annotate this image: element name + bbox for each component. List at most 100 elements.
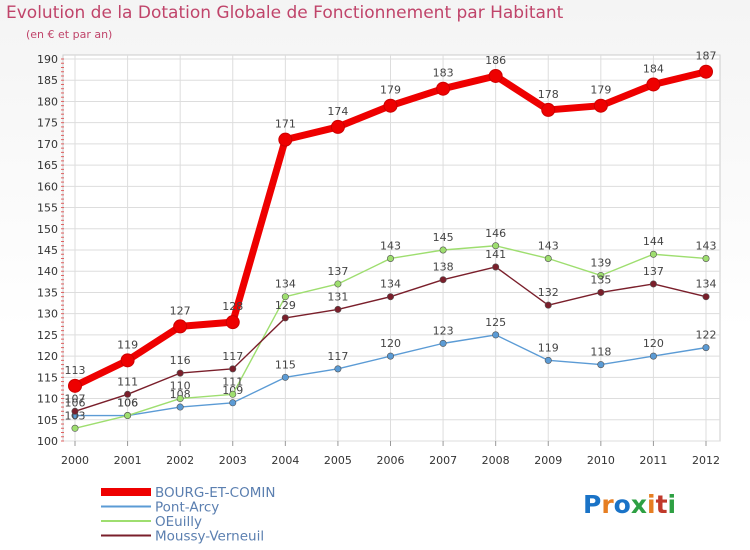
data-label: 103 [65, 409, 86, 422]
data-point [544, 356, 552, 364]
y-tick-label: 175 [37, 117, 58, 130]
data-label: 117 [222, 350, 243, 363]
data-point [544, 301, 552, 309]
x-tick-label: 2006 [377, 454, 405, 467]
data-label: 132 [538, 286, 559, 299]
logo-letter: i [667, 490, 677, 519]
data-label: 179 [380, 84, 401, 97]
data-label: 122 [696, 329, 717, 342]
data-label: 106 [117, 397, 138, 410]
data-point [597, 271, 605, 279]
data-label: 144 [643, 235, 664, 248]
data-label: 171 [275, 118, 296, 131]
data-label: 106 [117, 397, 138, 410]
y-tick-label: 105 [37, 414, 58, 427]
x-tick-label: 2002 [166, 454, 194, 467]
data-label: 107 [65, 392, 86, 405]
y-tick-label: 115 [37, 371, 58, 384]
data-label: 111 [117, 375, 138, 388]
legend-label: OEuilly [155, 514, 202, 530]
data-label: 113 [65, 364, 86, 377]
data-label: 174 [327, 105, 348, 118]
logo-letter: P [583, 490, 602, 519]
data-point [597, 288, 605, 296]
data-label: 106 [65, 397, 86, 410]
data-point [173, 319, 188, 334]
data-label: 183 [433, 67, 454, 80]
data-point [229, 390, 237, 398]
data-point [646, 77, 661, 92]
data-label: 109 [222, 384, 243, 397]
data-point [124, 412, 132, 420]
data-point [386, 293, 394, 301]
data-label: 187 [696, 50, 717, 63]
data-label: 134 [380, 278, 401, 291]
y-tick-label: 125 [37, 329, 58, 342]
y-tick-label: 170 [37, 138, 58, 151]
y-tick-label: 145 [37, 244, 58, 257]
x-tick-label: 2012 [692, 454, 720, 467]
data-label: 135 [590, 273, 611, 286]
y-tick-label: 140 [37, 265, 58, 278]
data-label: 116 [170, 354, 191, 367]
logo-letter: i [647, 490, 656, 519]
x-tick-label: 2005 [324, 454, 352, 467]
x-tick-label: 2008 [482, 454, 510, 467]
data-label: 178 [538, 88, 559, 101]
data-point [386, 352, 394, 360]
data-label: 127 [170, 304, 191, 317]
x-tick-label: 2007 [429, 454, 457, 467]
legend-label: BOURG-ET-COMIN [155, 485, 275, 501]
legend-label: Pont-Arcy [155, 500, 219, 516]
data-point [176, 395, 184, 403]
y-tick-label: 130 [37, 308, 58, 321]
data-point [281, 314, 289, 322]
y-tick-label: 100 [37, 435, 58, 448]
data-label: 134 [696, 278, 717, 291]
data-point [439, 339, 447, 347]
data-point [488, 68, 503, 83]
data-label: 118 [590, 346, 611, 359]
data-point [229, 399, 237, 407]
data-point [383, 98, 398, 113]
data-label: 115 [275, 358, 296, 371]
data-label: 111 [222, 375, 243, 388]
data-point [334, 365, 342, 373]
y-tick-label: 180 [37, 95, 58, 108]
data-label: 137 [643, 265, 664, 278]
y-tick-label: 120 [37, 350, 58, 363]
data-point [649, 250, 657, 258]
data-point [702, 254, 710, 262]
x-tick-label: 2011 [639, 454, 667, 467]
data-label: 120 [643, 337, 664, 350]
data-label: 146 [485, 227, 506, 240]
data-label: 123 [433, 324, 454, 337]
data-point [225, 315, 240, 330]
data-point [492, 331, 500, 339]
chart-title: Evolution de la Dotation Globale de Fonc… [6, 3, 564, 23]
y-tick-label: 150 [37, 223, 58, 236]
data-point [436, 81, 451, 96]
logo-letter: x [630, 490, 647, 519]
x-tick-label: 2001 [114, 454, 142, 467]
chart-subtitle: (en € et par an) [26, 28, 113, 41]
data-label: 143 [696, 239, 717, 252]
y-tick-label: 135 [37, 286, 58, 299]
data-point [176, 369, 184, 377]
data-label: 138 [433, 261, 454, 274]
data-point [597, 361, 605, 369]
data-point [278, 132, 293, 147]
data-point [229, 365, 237, 373]
data-point [492, 242, 500, 250]
logo-letter: o [613, 490, 631, 519]
y-tick-label: 165 [37, 159, 58, 172]
data-label: 143 [538, 239, 559, 252]
data-label: 184 [643, 62, 664, 75]
y-tick-label: 185 [37, 74, 58, 87]
data-point [386, 254, 394, 262]
y-tick-label: 155 [37, 202, 58, 215]
data-label: 145 [433, 231, 454, 244]
x-tick-label: 2000 [61, 454, 89, 467]
